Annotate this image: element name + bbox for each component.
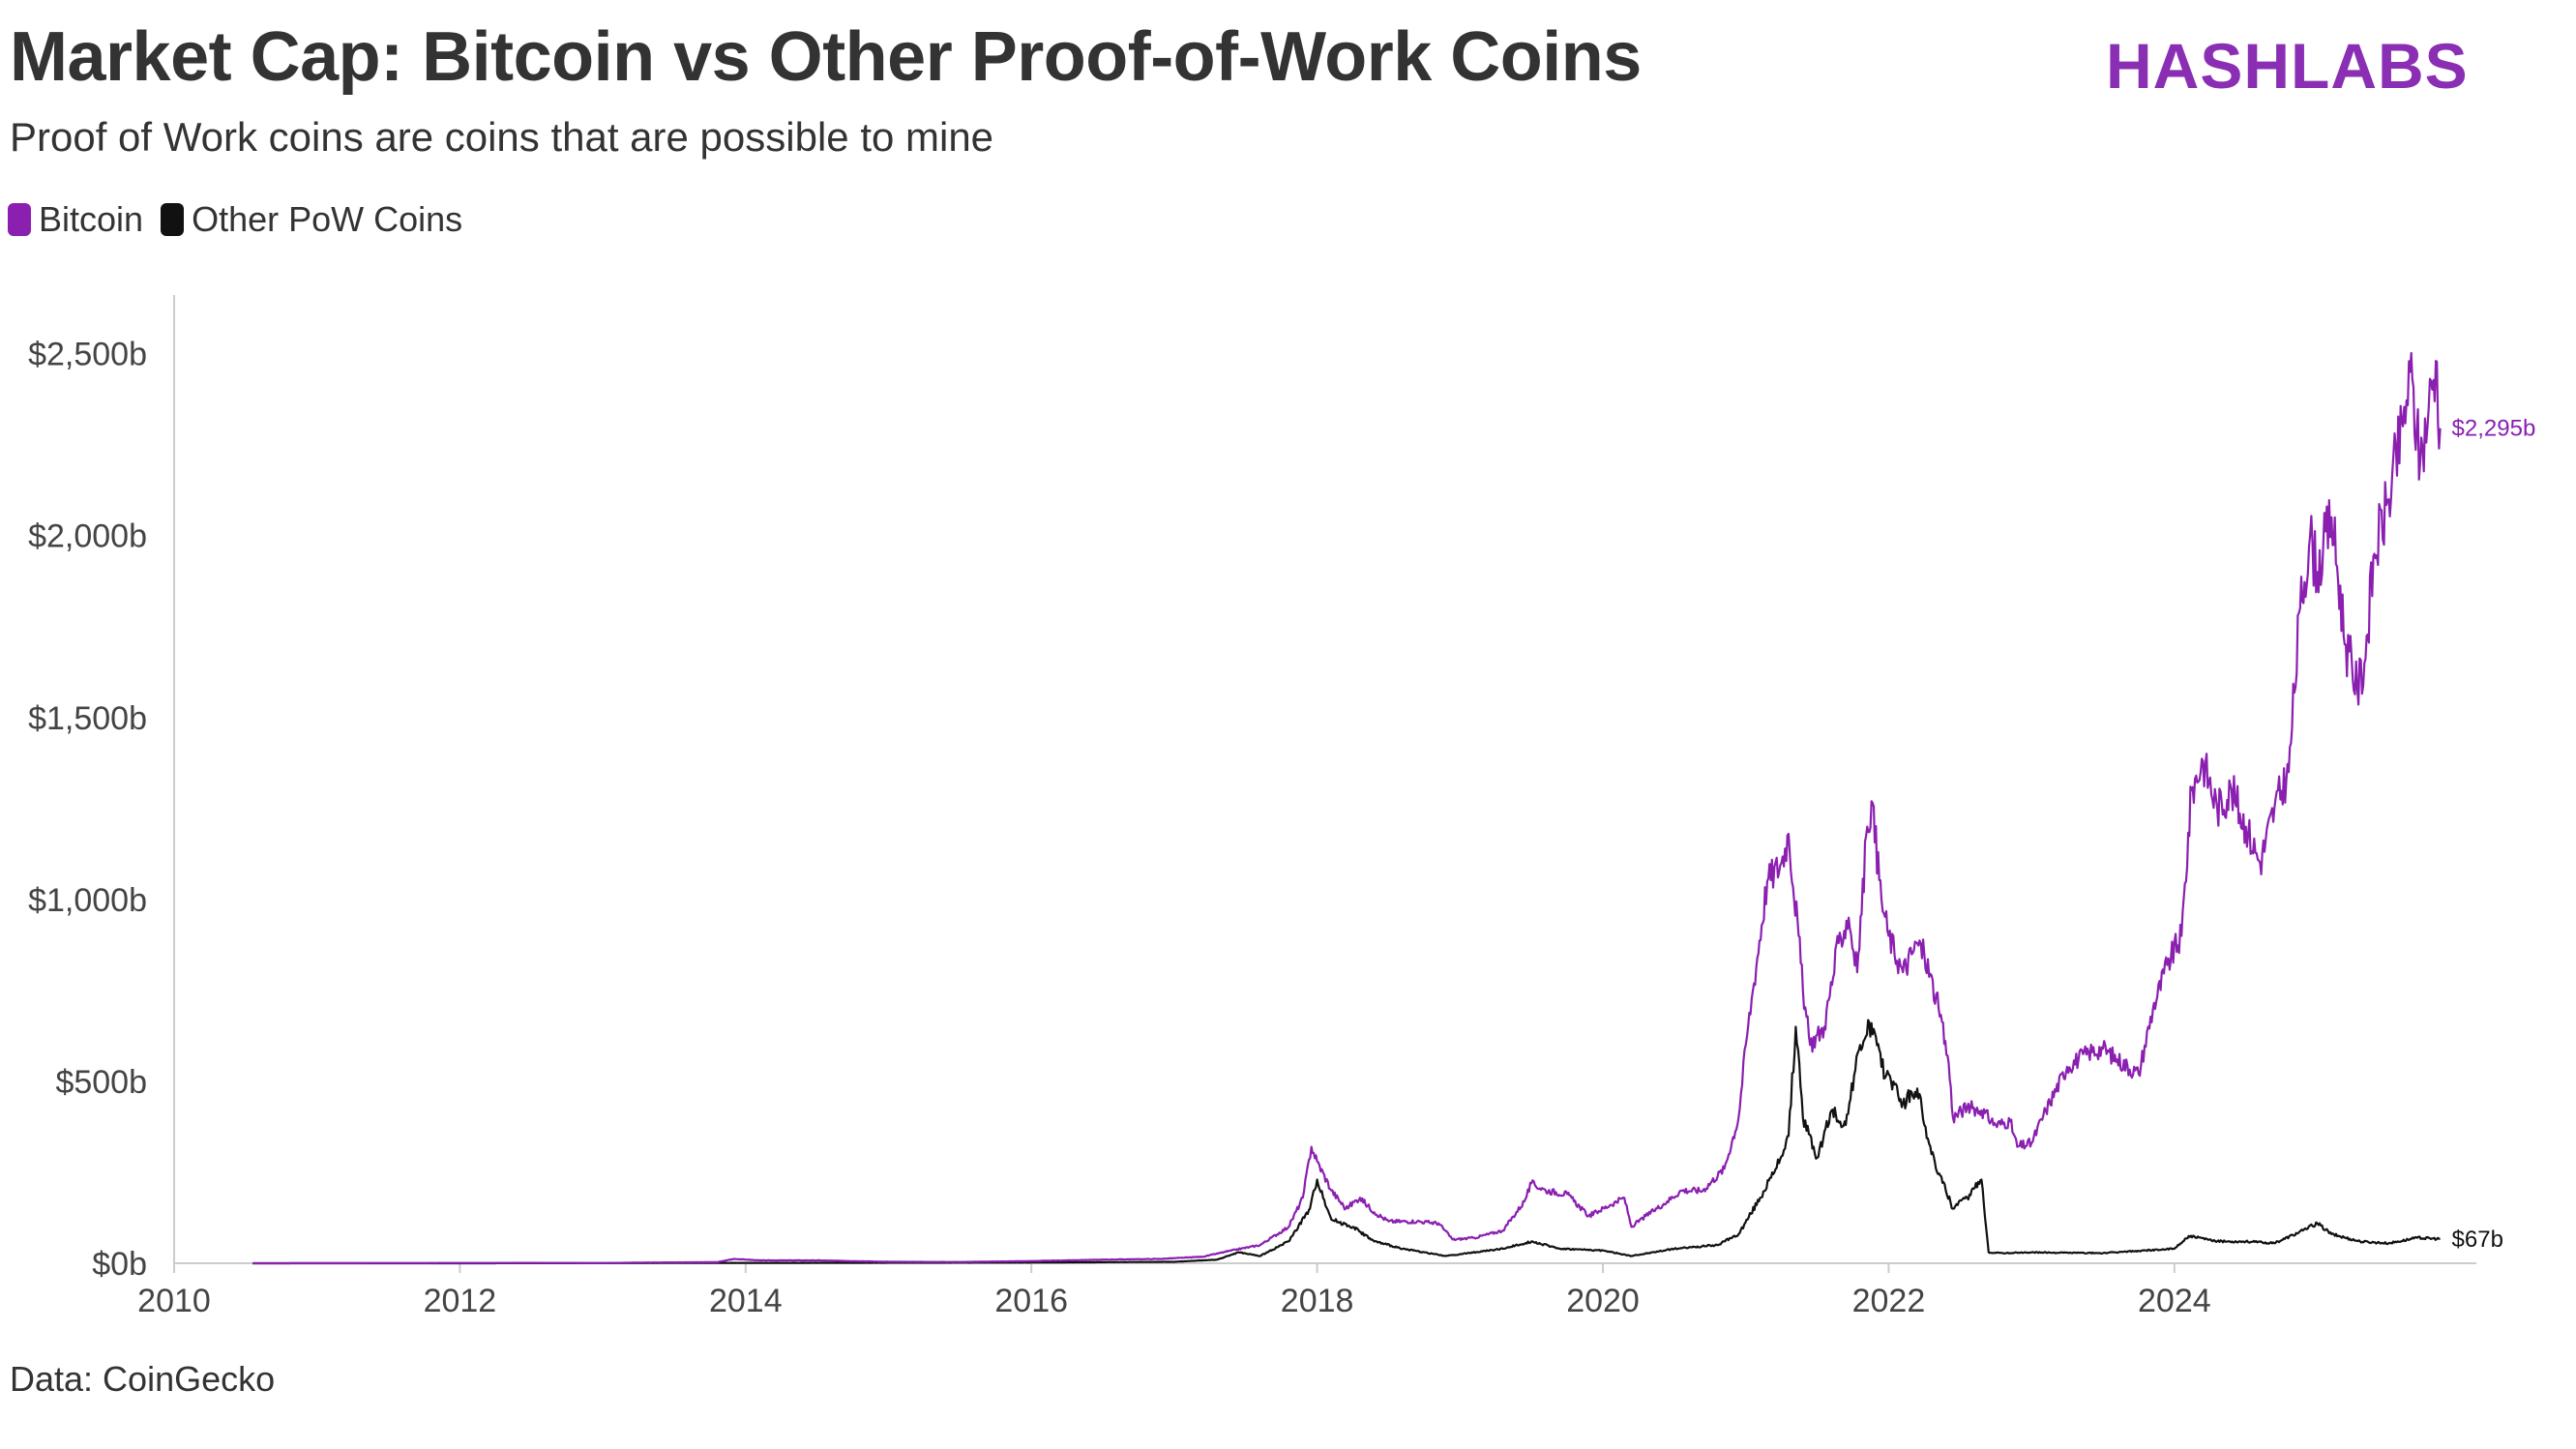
brand-logo: HASHLABS — [2106, 30, 2469, 102]
x-tick-label: 2014 — [709, 1283, 783, 1319]
y-tick-label: $500b — [55, 1064, 147, 1101]
y-tick-label: $2,500b — [28, 337, 147, 373]
x-tick-label: 2024 — [2138, 1283, 2211, 1319]
legend-swatch-bitcoin — [8, 203, 31, 236]
y-tick-label: $0b — [92, 1246, 147, 1283]
end-label-bitcoin: $2,295b — [2452, 416, 2536, 442]
x-tick-label: 2012 — [424, 1283, 497, 1319]
legend-label-other-pow: Other PoW Coins — [192, 199, 463, 239]
end-label-other-pow: $67b — [2452, 1227, 2503, 1253]
x-tick-label: 2020 — [1566, 1283, 1640, 1319]
chart-subtitle: Proof of Work coins are coins that are p… — [10, 114, 994, 160]
legend-item-bitcoin[interactable]: Bitcoin — [8, 199, 143, 240]
legend-label-bitcoin: Bitcoin — [39, 199, 144, 239]
x-tick-label: 2016 — [994, 1283, 1068, 1319]
series-line-bitcoin — [252, 351, 2442, 1265]
y-tick-label: $1,000b — [28, 882, 147, 919]
legend-swatch-other-pow — [161, 203, 185, 236]
data-source: Data: CoinGecko — [10, 1359, 276, 1399]
chart-title: Market Cap: Bitcoin vs Other Proof-of-Wo… — [10, 18, 1642, 96]
y-tick-label: $1,500b — [28, 700, 147, 737]
x-tick-label: 2010 — [137, 1283, 211, 1319]
y-tick-label: $2,000b — [28, 518, 147, 555]
x-tick-label: 2022 — [1852, 1283, 1926, 1319]
chart-legend: Bitcoin Other PoW Coins — [8, 199, 480, 240]
legend-item-other-pow[interactable]: Other PoW Coins — [161, 199, 462, 240]
x-tick-label: 2018 — [1281, 1283, 1354, 1319]
